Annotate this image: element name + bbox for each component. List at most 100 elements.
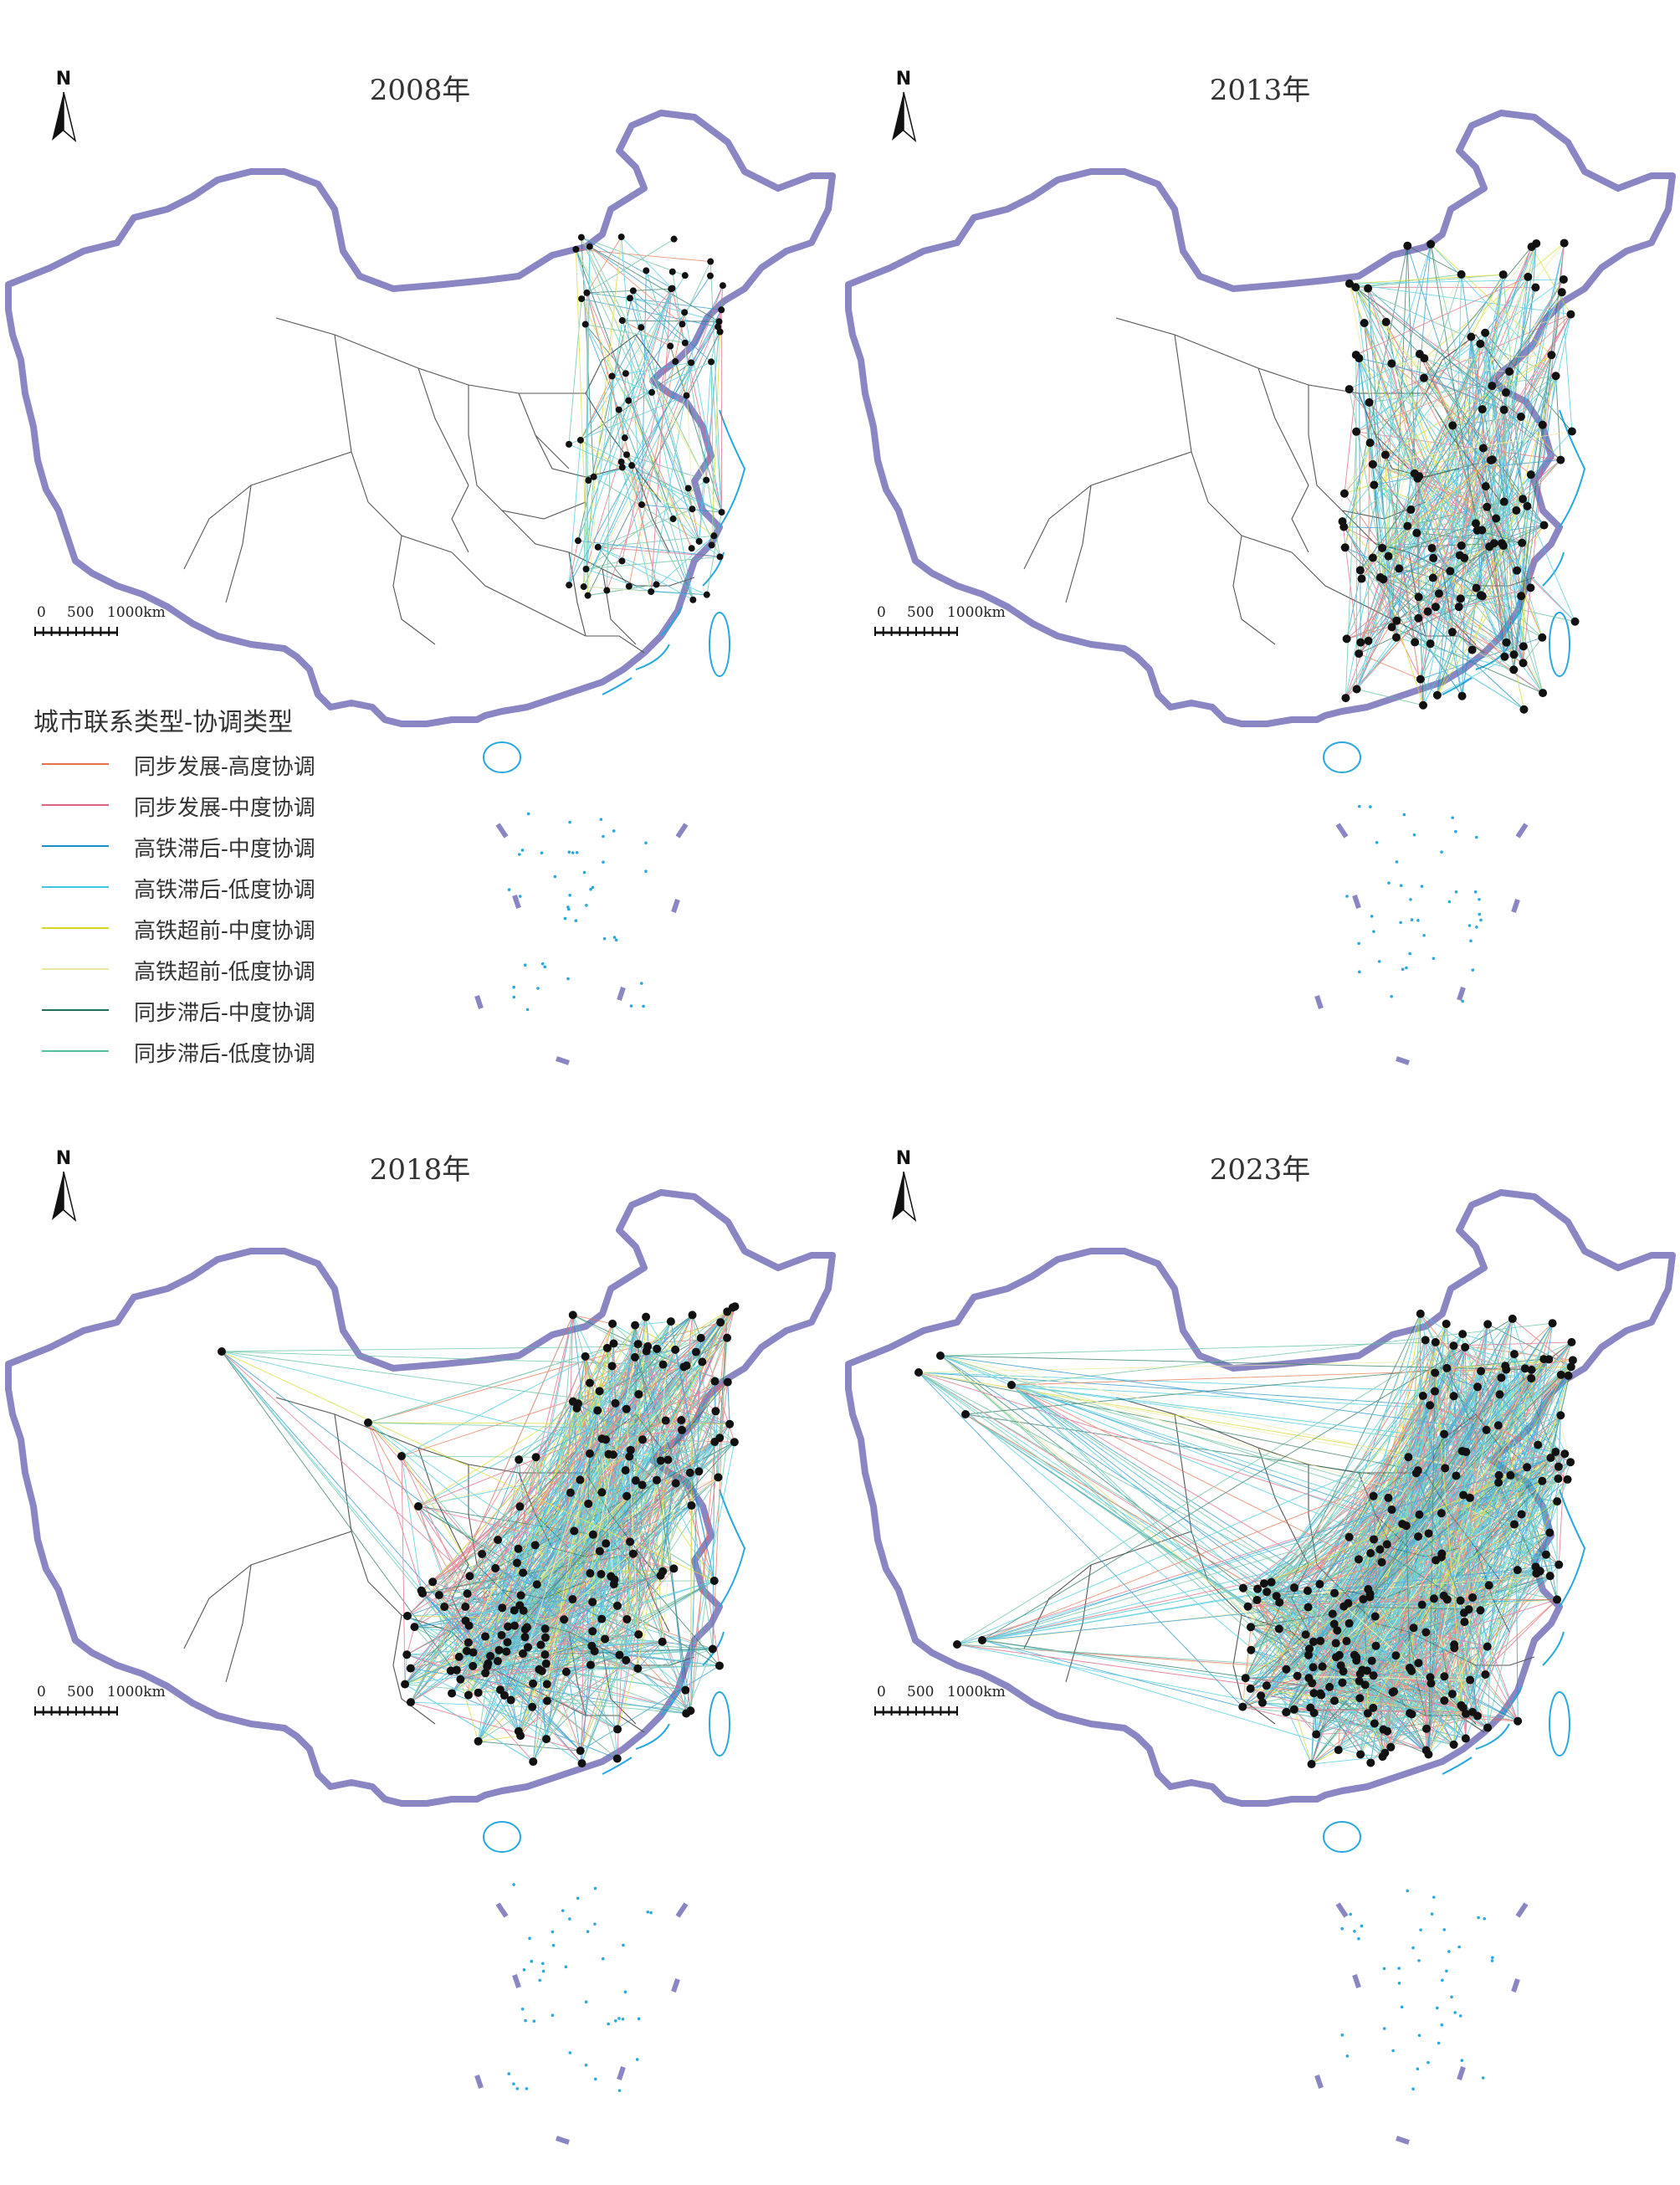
city-node xyxy=(1355,1694,1365,1703)
city-link xyxy=(532,1575,662,1762)
island-dot xyxy=(584,2000,588,2004)
city-link xyxy=(1413,1628,1419,1664)
province-boundary xyxy=(468,385,586,520)
island-dot xyxy=(1377,960,1381,963)
city-node xyxy=(1375,1545,1385,1554)
china-map-2013 xyxy=(845,110,1676,1065)
city-node xyxy=(1516,412,1525,421)
city-node xyxy=(961,1410,970,1418)
city-link xyxy=(629,1477,719,1542)
city-link xyxy=(581,237,722,513)
city-link xyxy=(1276,1450,1463,1597)
city-node xyxy=(1457,269,1466,279)
city-link xyxy=(585,1356,639,1395)
city-link xyxy=(1427,1372,1436,1755)
city-link xyxy=(1386,1712,1411,1732)
city-node xyxy=(585,1378,594,1387)
nine-dash-line xyxy=(474,995,484,1009)
city-node xyxy=(514,1726,523,1736)
city-node xyxy=(638,1435,648,1444)
city-link xyxy=(1453,1341,1572,1346)
island-dot xyxy=(551,1943,556,1947)
city-link xyxy=(642,1485,662,1576)
nine-dash-line xyxy=(1515,1902,1529,1918)
city-node xyxy=(566,1488,575,1497)
province-boundary xyxy=(392,535,436,645)
city-node xyxy=(542,1735,551,1744)
city-link xyxy=(577,540,720,557)
city-link xyxy=(1360,332,1486,643)
city-link xyxy=(577,289,672,541)
city-link xyxy=(1477,1377,1502,1716)
city-node xyxy=(1517,592,1526,601)
city-link xyxy=(605,1325,636,1544)
city-link xyxy=(478,1735,521,1742)
island-dot xyxy=(507,888,511,891)
city-link xyxy=(545,1671,567,1740)
north-arrow: N xyxy=(885,69,922,144)
city-node xyxy=(681,309,689,316)
city-link xyxy=(518,1669,540,1731)
island-dot xyxy=(571,851,575,854)
nine-dash-line xyxy=(1314,995,1324,1009)
island-dot xyxy=(1430,1912,1434,1916)
island-dot xyxy=(1382,1967,1386,1971)
city-link xyxy=(571,1598,618,1759)
city-node xyxy=(630,1352,639,1362)
city-node xyxy=(677,1416,686,1425)
hainan-island xyxy=(1323,741,1361,773)
city-link xyxy=(532,1306,735,1762)
legend-label: 高铁滞后-中度协调 xyxy=(134,837,315,862)
province-boundary xyxy=(417,367,469,486)
city-link xyxy=(460,1664,592,1680)
city-node xyxy=(1364,284,1373,293)
city-link xyxy=(965,1413,1357,1661)
taiwan-island xyxy=(709,1691,730,1757)
city-node xyxy=(618,464,626,471)
city-link xyxy=(1313,1641,1360,1682)
city-node xyxy=(1446,567,1455,576)
city-link xyxy=(487,1665,638,1670)
city-node xyxy=(1442,1319,1451,1328)
city-node xyxy=(1331,1639,1340,1648)
legend-swatch xyxy=(42,804,109,806)
city-node xyxy=(936,1352,945,1360)
city-link xyxy=(1499,1368,1526,1395)
city-node xyxy=(1272,1592,1281,1601)
island-dot xyxy=(637,2017,641,2021)
city-link xyxy=(1391,1340,1426,1693)
city-link xyxy=(1414,425,1453,474)
city-node xyxy=(406,1664,415,1673)
island-dot xyxy=(617,2017,621,2020)
city-link xyxy=(541,1576,612,1672)
city-node xyxy=(1556,1411,1565,1420)
city-link xyxy=(1506,372,1510,643)
taiwan-island xyxy=(1549,612,1570,677)
city-node xyxy=(1370,480,1379,490)
city-link xyxy=(525,1628,593,1632)
city-node xyxy=(1426,1679,1436,1688)
city-node xyxy=(1380,450,1390,459)
city-link xyxy=(691,1505,714,1649)
city-link xyxy=(597,508,693,548)
island-dot xyxy=(601,1957,605,1961)
city-link xyxy=(1313,1667,1321,1694)
city-node xyxy=(718,306,725,314)
city-node xyxy=(540,1624,550,1634)
city-link xyxy=(1388,363,1392,557)
city-node xyxy=(1388,1688,1397,1697)
city-node xyxy=(1366,1758,1375,1767)
city-link xyxy=(570,1346,648,1493)
city-node xyxy=(568,1310,577,1320)
city-link xyxy=(583,285,724,587)
city-node xyxy=(719,282,726,290)
scale-label: 1000km xyxy=(107,1684,166,1700)
city-link xyxy=(1393,1621,1465,1692)
china-map-2018 xyxy=(5,1189,836,2145)
city-link xyxy=(1311,1647,1455,1765)
city-link xyxy=(1561,292,1573,432)
city-link xyxy=(720,285,724,310)
city-node xyxy=(672,358,679,366)
city-node xyxy=(1460,1618,1469,1627)
city-link xyxy=(1360,246,1533,643)
